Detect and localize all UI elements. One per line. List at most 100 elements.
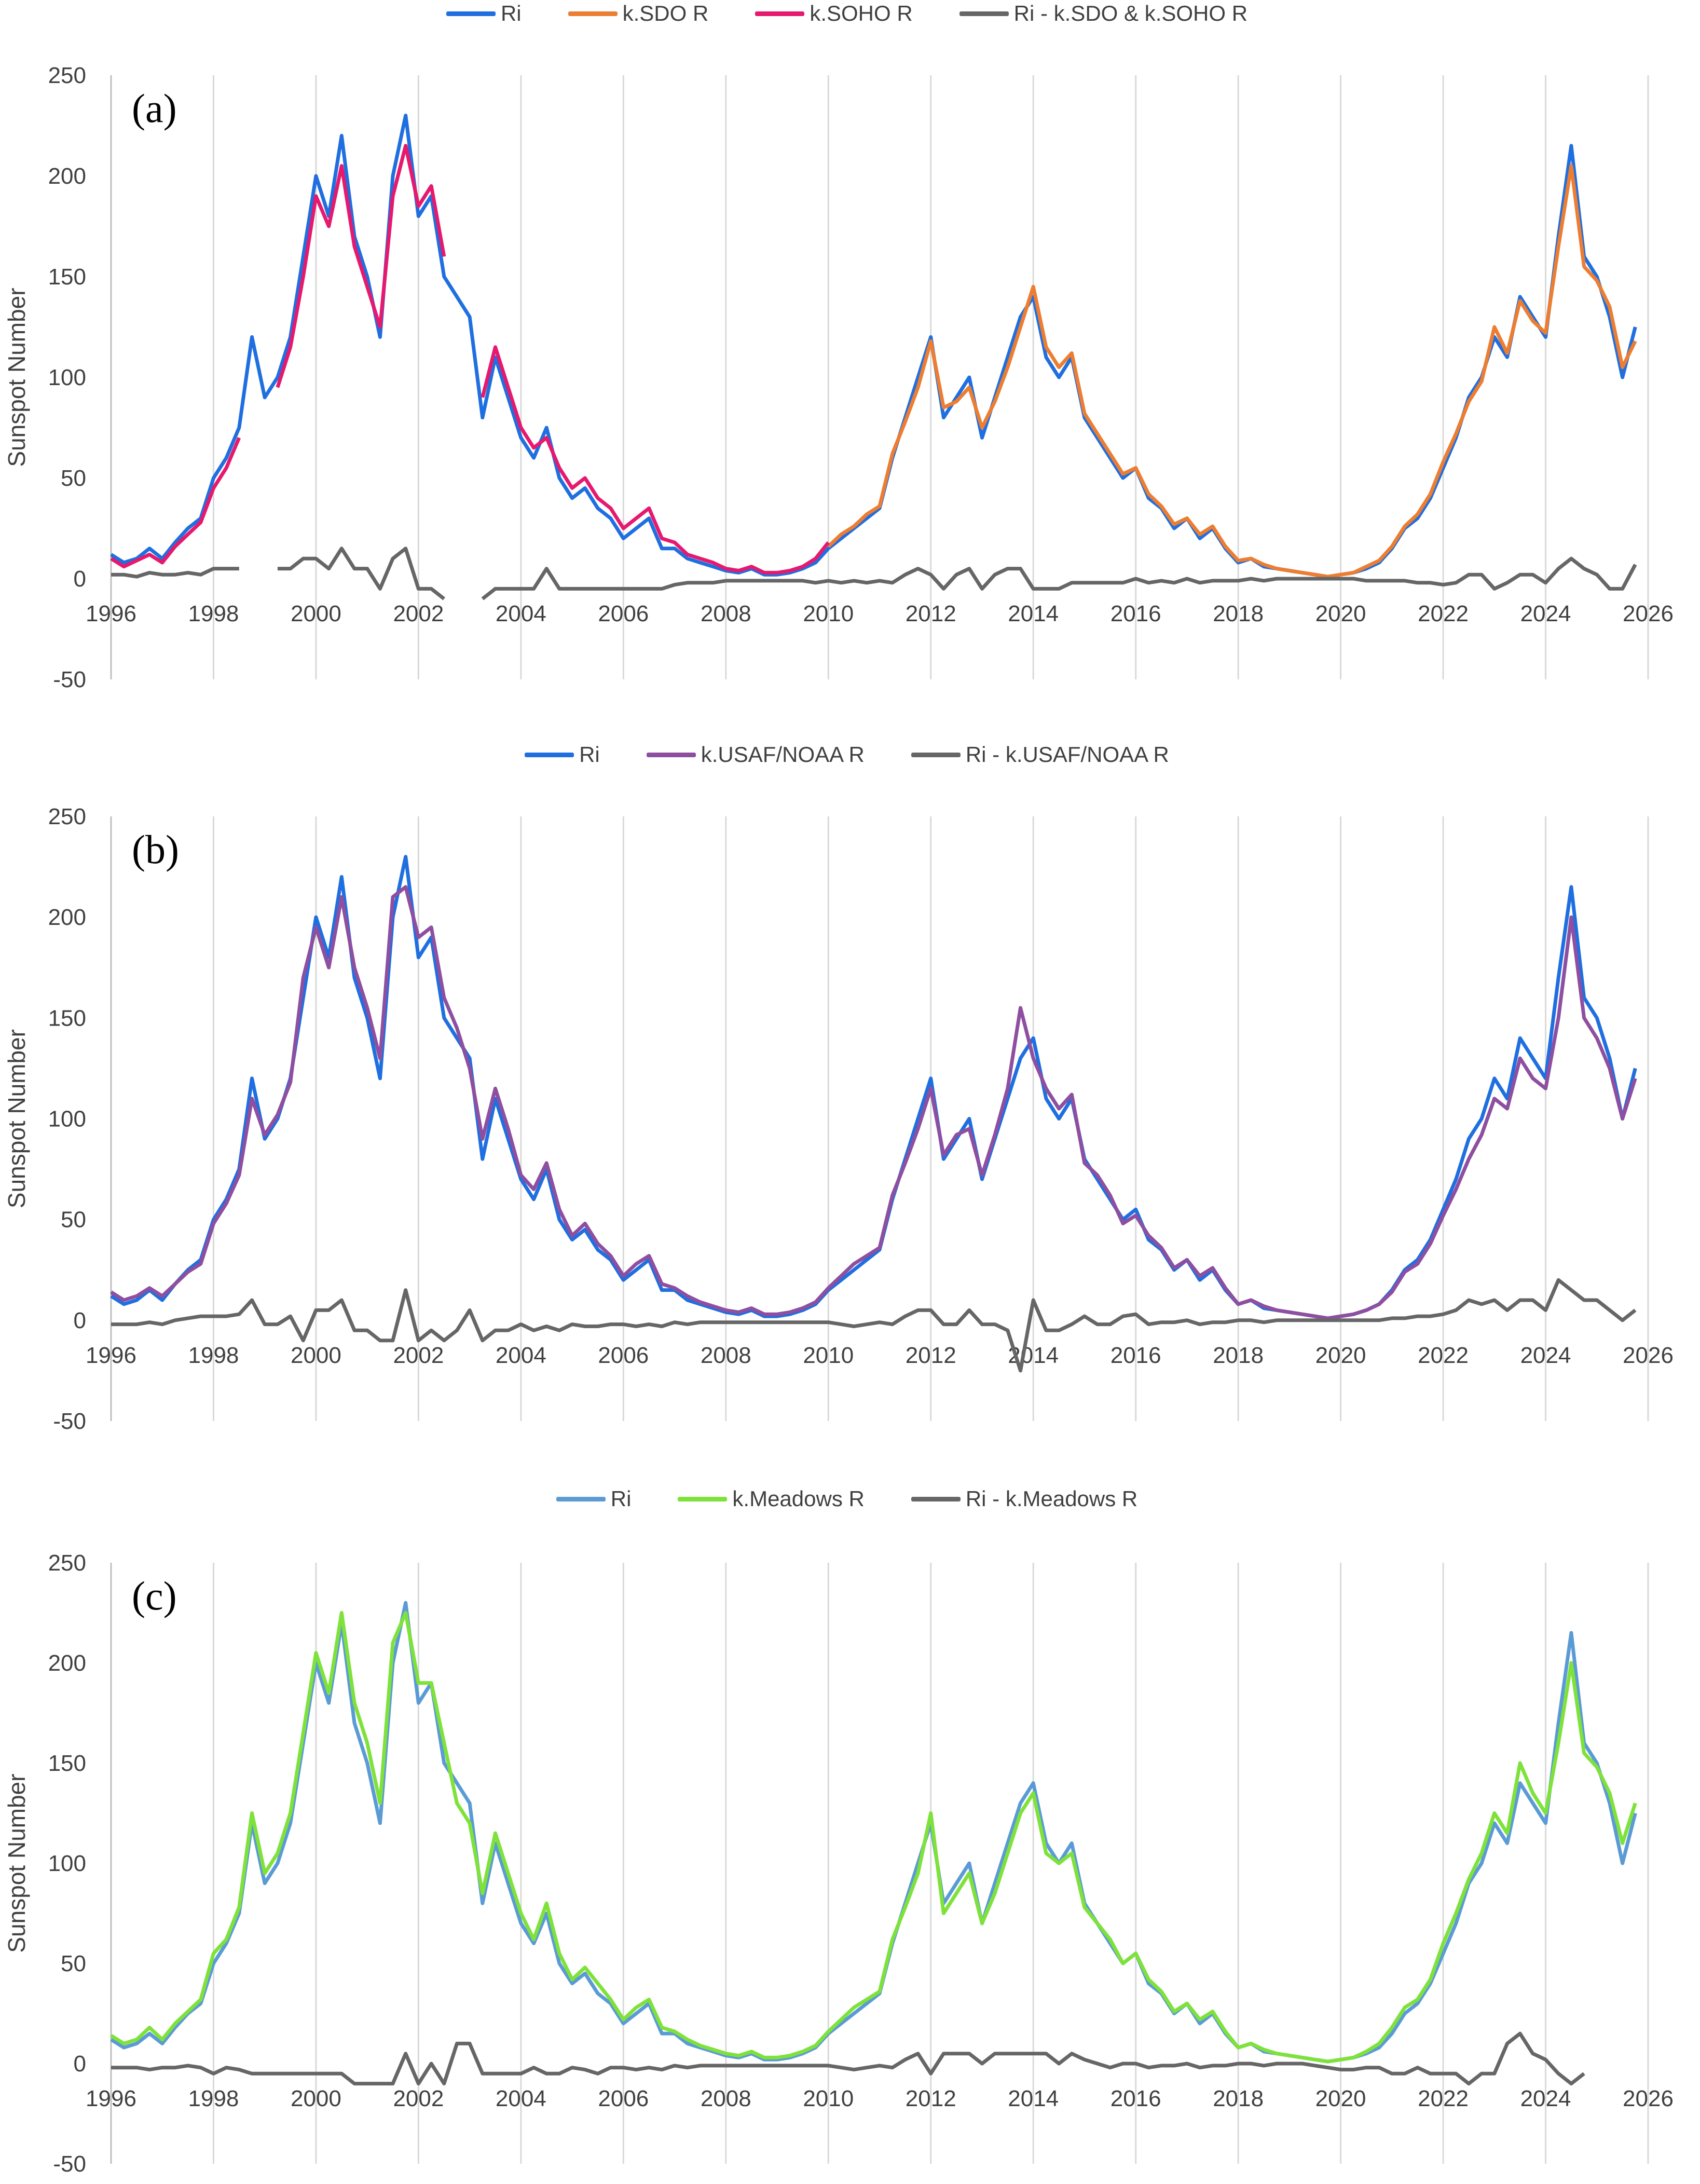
x-tick-label: 2000 [291,2086,341,2111]
y-tick-label: 150 [48,1005,86,1031]
series-line-ri-k-usaf-noaa-r [111,1278,1637,1373]
y-tick-label: 150 [48,264,86,290]
y-tick-label: -50 [53,667,86,692]
legend-item: Ri [525,742,600,767]
legend-item: k.SOHO R [755,1,913,26]
x-tick-label: 2018 [1213,1343,1264,1368]
x-tick-label: 2002 [393,2086,444,2111]
x-tick-label: 1998 [188,2086,239,2111]
y-tick-label: 50 [61,1951,86,1976]
y-tick-label: 200 [48,905,86,930]
x-tick-label: 2004 [496,1343,546,1368]
y-tick-label: 250 [48,1550,86,1576]
y-tick-label: 250 [48,63,86,88]
y-tick-label: 50 [61,466,86,491]
y-tick-label: 50 [61,1207,86,1233]
legend-label: Ri [610,1486,632,1511]
y-tick-label: 150 [48,1751,86,1776]
x-tick-label: 2004 [496,2086,546,2111]
legend-swatch [646,752,696,757]
x-tick-label: 1996 [86,601,136,626]
y-tick-label: -50 [53,1409,86,1434]
x-tick-label: 1996 [86,1343,136,1368]
series-line-k-soho-r [110,144,830,575]
y-tick-label: 200 [48,1650,86,1676]
legend-swatch [959,11,1009,16]
series-line-ri-k-sdo-k-soho-r [111,547,1637,600]
x-tick-label: 2016 [1111,1343,1161,1368]
legend-swatch [755,11,805,16]
legend-swatch [446,11,496,16]
legend-item: Ri [446,1,522,26]
x-tick-label: 2016 [1111,2086,1161,2111]
legend-item: k.Meadows R [678,1486,865,1511]
legend-item: k.SDO R [568,1,709,26]
chart-panel-b: -50 0 50 100 150 200 250 1996 1998 2000 2002 2004 20… [3,804,1674,1434]
x-tick-label: 2014 [1008,2086,1059,2111]
x-tick-label: 2002 [393,601,444,626]
series-line-k-meadows-r [110,1611,1637,2064]
y-tick-label: 200 [48,163,86,189]
x-tick-label: 2026 [1623,1343,1674,1368]
x-tick-label: 2022 [1418,601,1469,626]
x-tick-label: 2008 [701,1343,751,1368]
x-tick-label: 1996 [86,2086,136,2111]
y-tick-label: 0 [74,2051,86,2077]
legend: Ri k.USAF/NOAA R Ri - k.USAF/NOAA R [0,742,1694,767]
x-tick-label: 2006 [598,1343,649,1368]
x-tick-label: 2000 [291,1343,341,1368]
legend-label: k.SOHO R [810,1,913,25]
x-tick-label: 2026 [1623,601,1674,626]
panel-label: (c) [132,1573,177,1618]
legend-item: Ri - k.USAF/NOAA R [911,742,1169,767]
x-tick-label: 2012 [906,1343,956,1368]
series-line-ri [110,114,1637,579]
panel-label: (a) [132,86,177,131]
x-tick-label: 2014 [1008,601,1059,626]
y-axis-label: Sunspot Number [3,288,30,467]
x-tick-label: 1998 [188,601,239,626]
x-tick-label: 2004 [496,601,546,626]
legend: Ri k.Meadows R Ri - k.Meadows R [0,1486,1694,1511]
x-tick-label: 2024 [1520,2086,1571,2111]
legend-swatch [525,752,574,757]
x-tick-label: 2006 [598,601,649,626]
legend: Ri k.SDO R k.SOHO R Ri - k.SDO & k.SOHO R [0,1,1694,26]
legend-label: Ri - k.Meadows R [965,1486,1138,1511]
x-tick-label: 2016 [1111,601,1161,626]
chart-panel-a: -50 0 50 100 150 200 250 1996 1998 2000 2002 2004 20… [3,63,1674,692]
legend-label: Ri - k.USAF/NOAA R [965,742,1169,767]
x-tick-label: 1998 [188,1343,239,1368]
x-tick-label: 2008 [701,601,751,626]
x-tick-label: 2000 [291,601,341,626]
legend-item: Ri - k.SDO & k.SOHO R [959,1,1247,26]
series-line-ri [110,1601,1637,2064]
legend-swatch [911,752,961,757]
y-tick-label: 100 [48,1851,86,1876]
x-tick-label: 2008 [701,2086,751,2111]
y-tick-label: 0 [74,566,86,592]
x-tick-label: 2010 [803,2086,854,2111]
y-tick-label: 250 [48,804,86,829]
legend-label: Ri - k.SDO & k.SOHO R [1013,1,1248,25]
x-tick-label: 2012 [906,2086,956,2111]
series-line-ri-k-meadows-r [111,2031,1585,2086]
x-tick-label: 2020 [1315,601,1366,626]
x-tick-label: 2012 [906,601,956,626]
legend-item: Ri [556,1486,632,1511]
x-tick-label: 2020 [1315,1343,1366,1368]
legend-swatch [911,1496,961,1502]
x-tick-label: 2018 [1213,2086,1264,2111]
legend-swatch [568,11,618,16]
x-tick-label: 2006 [598,2086,649,2111]
legend-label: k.SDO R [622,1,709,25]
x-tick-label: 2022 [1418,1343,1469,1368]
y-tick-label: 0 [74,1308,86,1333]
x-tick-label: 2010 [803,601,854,626]
series-line-ri [110,855,1637,1320]
x-tick-label: 2002 [393,1343,444,1368]
legend-swatch [678,1496,728,1502]
legend-label: Ri [579,742,600,767]
y-tick-label: 100 [48,365,86,390]
